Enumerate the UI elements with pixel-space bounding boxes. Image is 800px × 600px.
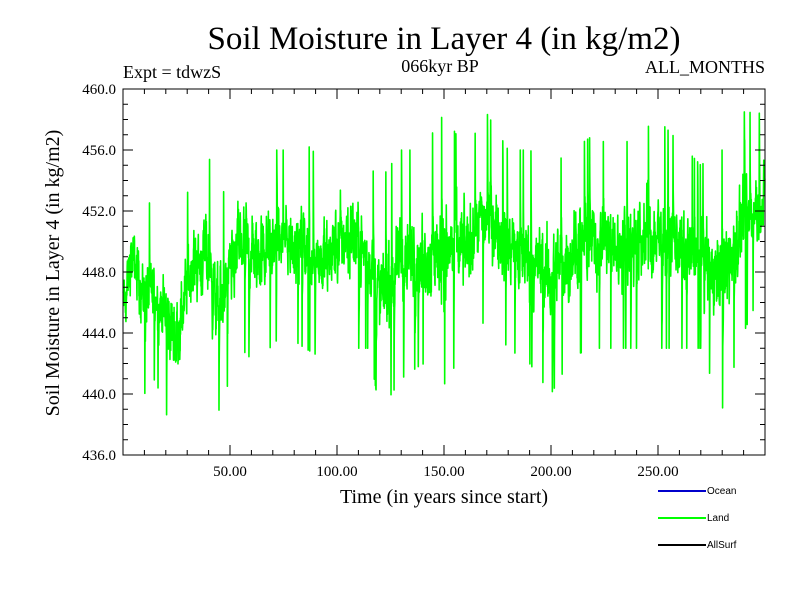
legend-label-allsurf: AllSurf	[707, 540, 737, 551]
y-tick-label: 460.0	[82, 82, 116, 98]
y-tick-label: 452.0	[82, 204, 116, 220]
y-axis-label: Soil Moisture in Layer 4 (in kg/m2)	[42, 130, 64, 417]
x-tick-label: 200.00	[530, 464, 571, 480]
y-tick-label: 456.0	[82, 143, 116, 159]
y-tick-label: 436.0	[82, 448, 116, 464]
y-tick-label: 448.0	[82, 265, 116, 281]
legend: Ocean Land AllSurf	[658, 486, 737, 551]
experiment-label: Expt = tdwzS	[123, 62, 221, 82]
x-axis-label: Time (in years since start)	[340, 486, 548, 508]
y-tick-label: 444.0	[82, 326, 116, 342]
legend-label-land: Land	[707, 513, 729, 524]
period-label: ALL_MONTHS	[645, 57, 765, 77]
x-tick-label: 100.00	[316, 464, 357, 480]
x-tick-label: 250.00	[637, 464, 678, 480]
y-tick-labels: 436.0 440.0 444.0 448.0 452.0 456.0 460.0	[82, 82, 116, 464]
x-tick-label: 150.00	[423, 464, 464, 480]
x-tick-label: 50.00	[213, 464, 247, 480]
series-line-land	[122, 111, 766, 416]
y-tick-label: 440.0	[82, 387, 116, 403]
legend-label-ocean: Ocean	[707, 486, 736, 497]
x-tick-labels: 50.00 100.00 150.00 200.00 250.00	[213, 464, 679, 480]
ticks-layer	[123, 89, 765, 455]
chart-subtitle: 066kyr BP	[401, 56, 479, 76]
chart-title: Soil Moisture in Layer 4 (in kg/m2)	[208, 21, 681, 57]
series-layer	[122, 111, 766, 416]
